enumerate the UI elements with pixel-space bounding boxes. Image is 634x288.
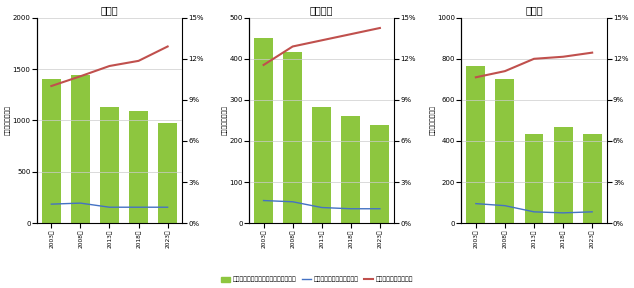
Bar — [467, 66, 485, 223]
Bar — [129, 111, 148, 223]
Title: 名古屋圈: 名古屋圈 — [310, 5, 333, 16]
Title: 東京圈: 東京圈 — [101, 5, 119, 16]
Bar — [583, 134, 602, 223]
Bar — [158, 123, 177, 223]
Legend: 住宅竃工戸数の対世帯数割合（右軸）, 住宅竃工戸数（万戸）注１, 世帯数（万世帯）注２: 住宅竃工戸数の対世帯数割合（右軸）, 住宅竃工戸数（万戸）注１, 世帯数（万世帯… — [219, 274, 415, 285]
Bar — [42, 79, 61, 223]
Bar — [553, 127, 573, 223]
Bar — [283, 52, 302, 223]
Bar — [370, 124, 389, 223]
Bar — [254, 38, 273, 223]
Y-axis label: （万戸、万世帯）: （万戸、万世帯） — [223, 105, 228, 135]
Bar — [524, 134, 543, 223]
Bar — [71, 75, 90, 223]
Bar — [496, 79, 514, 223]
Y-axis label: （万戸、万世帯）: （万戸、万世帯） — [6, 105, 11, 135]
Title: 大阪圈: 大阪圈 — [525, 5, 543, 16]
Bar — [313, 107, 331, 223]
Bar — [100, 107, 119, 223]
Y-axis label: （万戸、万世帯）: （万戸、万世帯） — [430, 105, 436, 135]
Bar — [341, 116, 360, 223]
